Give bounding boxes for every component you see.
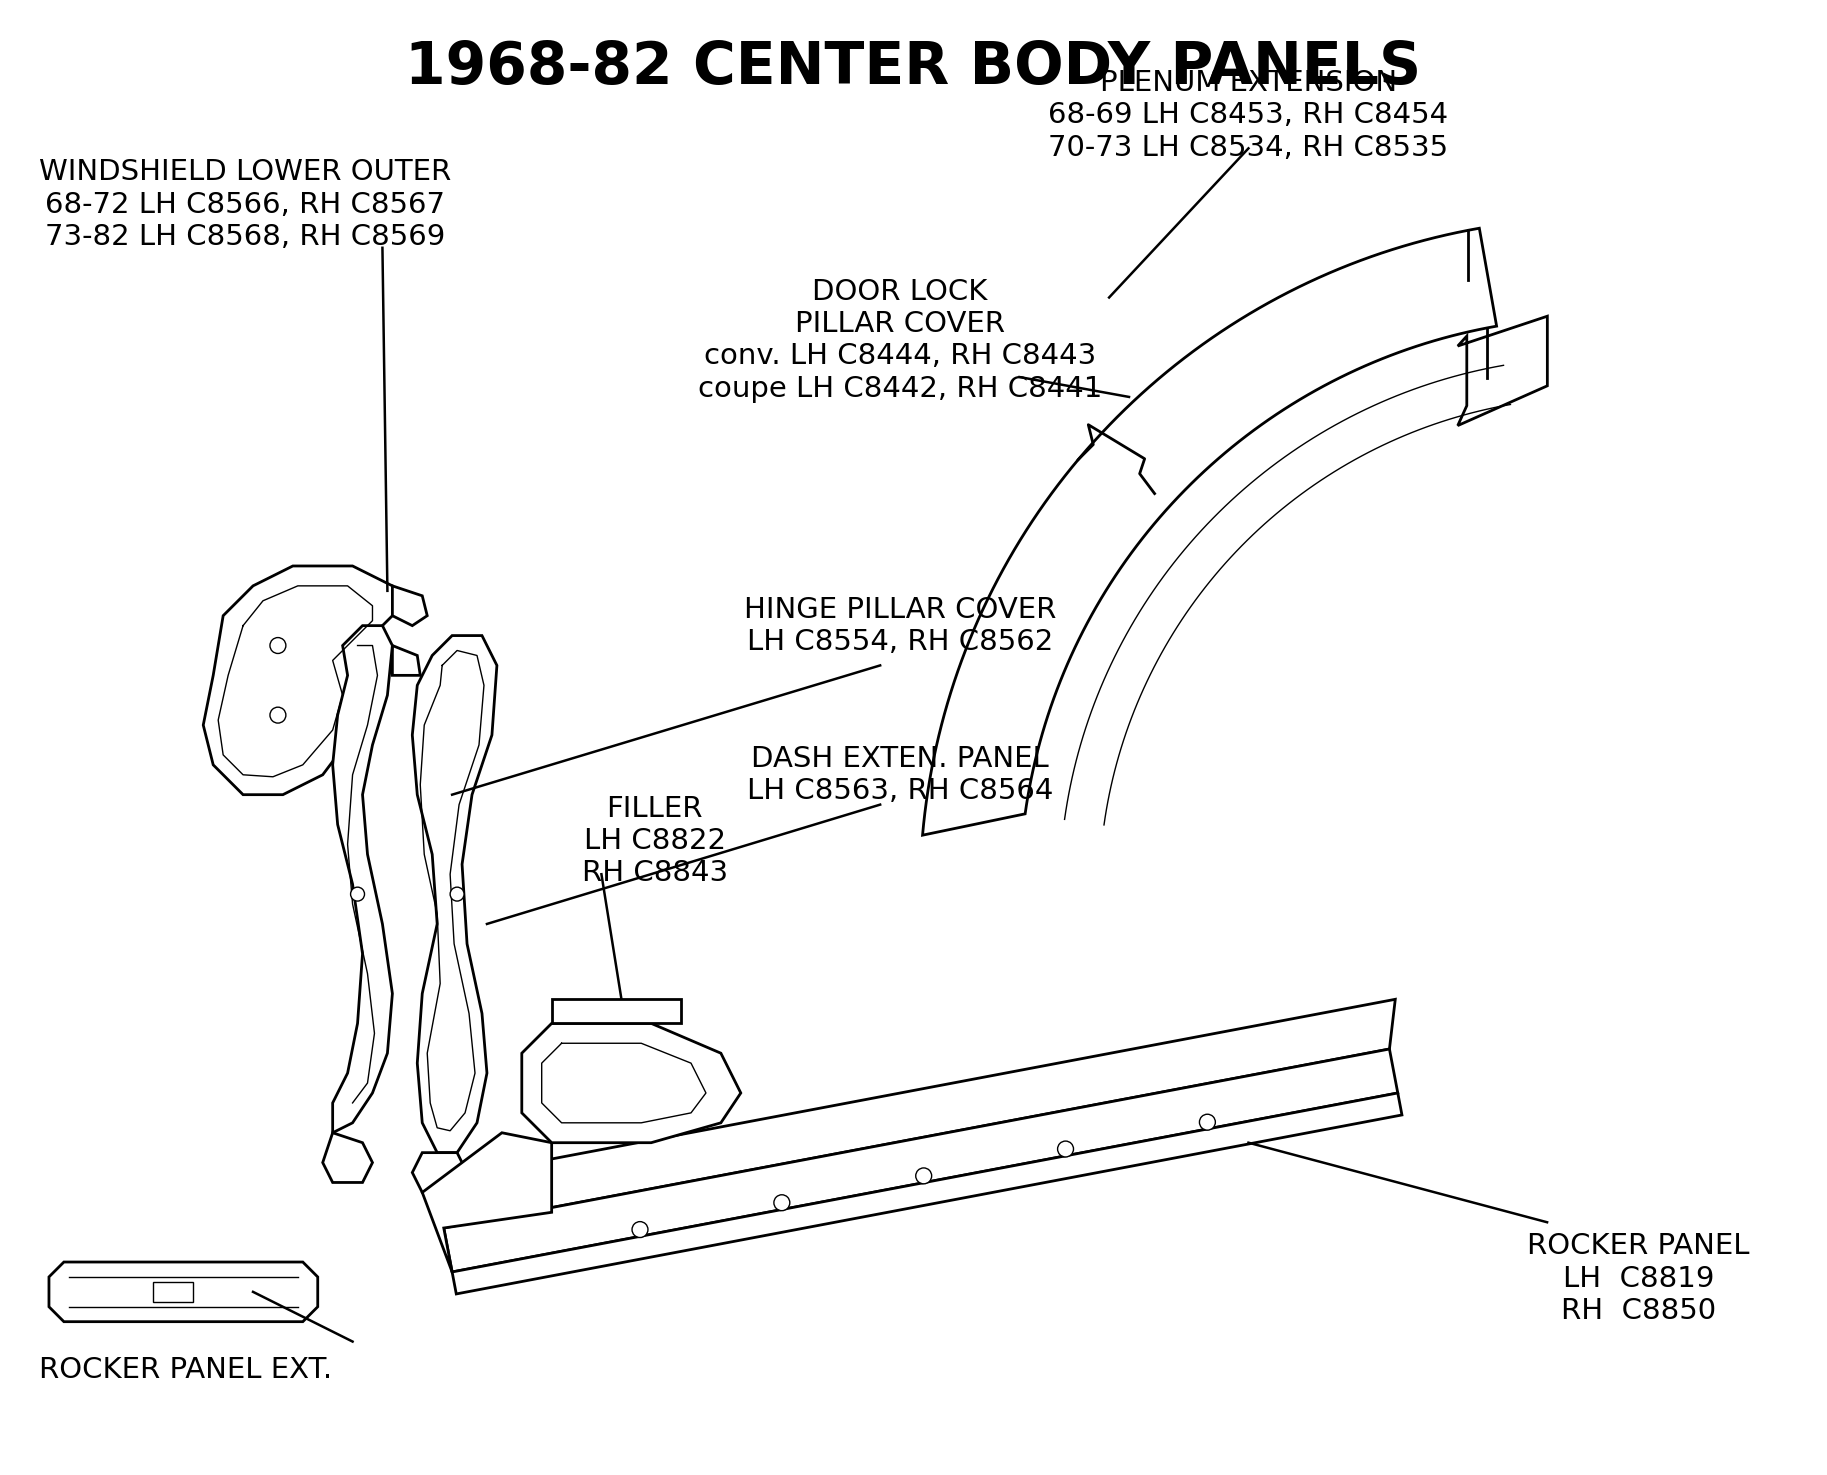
Polygon shape	[444, 1049, 1398, 1271]
Polygon shape	[413, 1152, 468, 1192]
Circle shape	[632, 1221, 649, 1238]
Polygon shape	[422, 1133, 552, 1271]
Polygon shape	[323, 1133, 373, 1183]
Text: WINDSHIELD LOWER OUTER
68-72 LH C8566, RH C8567
73-82 LH C8568, RH C8569: WINDSHIELD LOWER OUTER 68-72 LH C8566, R…	[38, 158, 451, 251]
Polygon shape	[1458, 316, 1547, 426]
Circle shape	[270, 637, 285, 653]
Circle shape	[270, 707, 285, 723]
Polygon shape	[153, 1282, 194, 1302]
Polygon shape	[333, 625, 393, 1133]
Text: DOOR LOCK
PILLAR COVER
conv. LH C8444, RH C8443
coupe LH C8442, RH C8441: DOOR LOCK PILLAR COVER conv. LH C8444, R…	[698, 277, 1102, 403]
Text: ROCKER PANEL
LH  C8819
RH  C8850: ROCKER PANEL LH C8819 RH C8850	[1527, 1232, 1750, 1325]
Polygon shape	[451, 1093, 1401, 1294]
Text: ROCKER PANEL EXT.: ROCKER PANEL EXT.	[38, 1357, 333, 1385]
Circle shape	[775, 1195, 789, 1211]
Text: PLENUM EXTENSION
68-69 LH C8453, RH C8454
70-73 LH C8534, RH C8535: PLENUM EXTENSION 68-69 LH C8453, RH C845…	[1049, 69, 1449, 162]
Circle shape	[915, 1168, 932, 1184]
Circle shape	[1200, 1114, 1215, 1130]
Text: HINGE PILLAR COVER
LH C8554, RH C8562: HINGE PILLAR COVER LH C8554, RH C8562	[744, 596, 1056, 656]
Polygon shape	[923, 229, 1496, 835]
Polygon shape	[393, 646, 420, 676]
Circle shape	[1058, 1142, 1074, 1156]
Polygon shape	[203, 566, 393, 795]
Polygon shape	[413, 636, 497, 1152]
Text: FILLER
LH C8822
RH C8843: FILLER LH C8822 RH C8843	[581, 795, 727, 888]
Polygon shape	[552, 999, 681, 1024]
Polygon shape	[49, 1263, 318, 1322]
Polygon shape	[393, 586, 428, 625]
Text: 1968-82 CENTER BODY PANELS: 1968-82 CENTER BODY PANELS	[406, 38, 1421, 96]
Text: DASH EXTEN. PANEL
LH C8563, RH C8564: DASH EXTEN. PANEL LH C8563, RH C8564	[747, 745, 1052, 805]
Polygon shape	[523, 1024, 740, 1143]
Circle shape	[449, 886, 464, 901]
Circle shape	[351, 886, 365, 901]
Polygon shape	[444, 999, 1396, 1229]
